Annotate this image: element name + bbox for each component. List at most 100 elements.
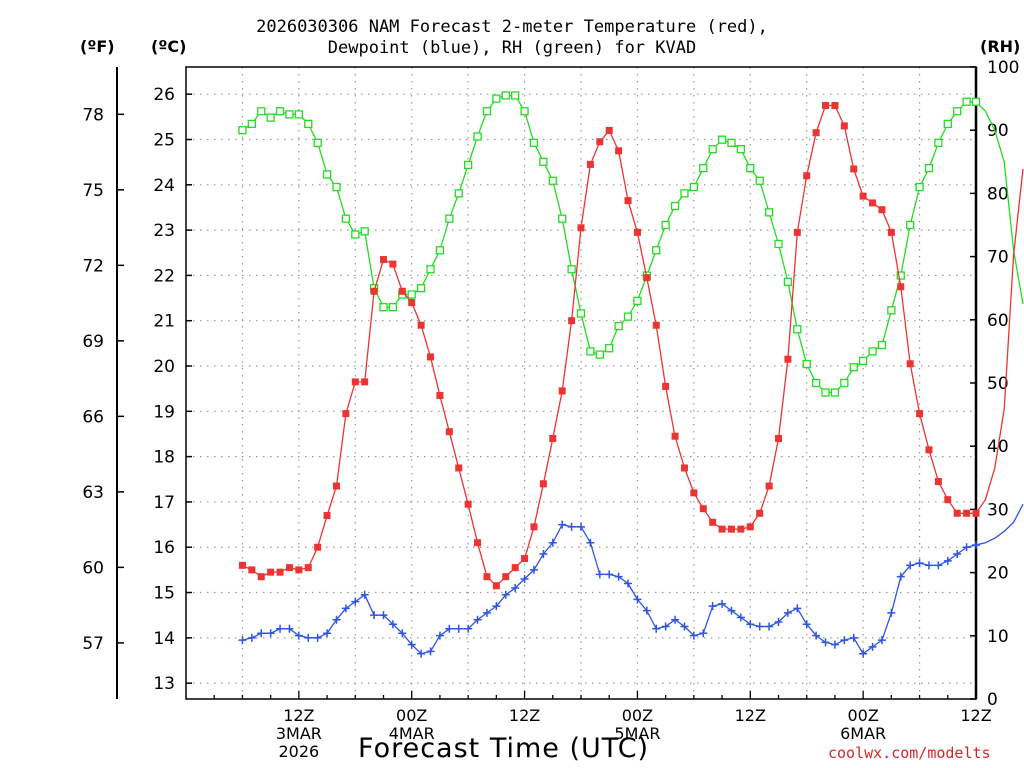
rh-point [426, 265, 435, 274]
rh-point [304, 119, 313, 129]
dewpoint-point [868, 642, 877, 651]
rh-point [858, 356, 868, 366]
rh-point [623, 312, 633, 321]
rh-point [896, 271, 905, 280]
x-tick-label: 6MAR [840, 724, 886, 743]
chart-title-line2: Dewpoint (blue), RH (green) for KVAD [327, 38, 697, 58]
rh-tick-label: 50 [987, 374, 1009, 394]
dewpoint-point [821, 638, 830, 647]
temperature-point [643, 274, 651, 282]
dewpoint-point [445, 624, 454, 633]
x-tick-label: 00Z [847, 706, 878, 725]
dewpoint-point [341, 604, 350, 613]
temperature-point [549, 434, 557, 442]
dewpoint-point [473, 615, 482, 624]
celsius-tick-label: 23 [153, 221, 175, 241]
rh-point [793, 325, 802, 334]
temperature-point [887, 228, 895, 236]
temperature-point [737, 525, 745, 533]
fahrenheit-tick-label: 69 [82, 332, 104, 352]
dewpoint-point [953, 550, 962, 559]
celsius-tick-label: 20 [153, 357, 175, 377]
temperature-point [361, 378, 369, 386]
rh-point [849, 363, 858, 372]
rh-point [341, 214, 351, 223]
dewpoint-point [680, 622, 689, 631]
series-dewpoint [238, 503, 1024, 658]
dewpoint-point [323, 629, 332, 638]
dewpoint-point [304, 633, 313, 642]
series-temperature [238, 102, 1024, 590]
dewpoint-point [859, 649, 868, 658]
rh-point [605, 344, 614, 353]
rh-point [953, 107, 962, 116]
dewpoint-point [877, 636, 886, 645]
rh-point [576, 309, 586, 318]
x-tick-label: 12Z [509, 706, 540, 725]
celsius-tick-label: 14 [153, 629, 175, 649]
dewpoint-point [247, 633, 256, 642]
rh-point [840, 378, 849, 388]
dewpoint-point [407, 640, 416, 649]
temperature-point [586, 160, 594, 168]
temperature-point [238, 561, 246, 569]
rh-point [717, 135, 727, 144]
celsius-tick-label: 22 [153, 266, 175, 286]
rh-point [830, 388, 840, 397]
temperature-point [605, 126, 613, 134]
temperature-point [342, 410, 350, 418]
rh-tick-label: 80 [987, 184, 1009, 204]
rh-tick-label: 60 [987, 311, 1009, 331]
rh-point [868, 347, 877, 356]
temperature-point [295, 566, 303, 574]
fahrenheit-tick-label: 60 [82, 558, 104, 578]
dewpoint-point [802, 620, 811, 629]
dewpoint-point [605, 570, 614, 579]
celsius-tick-label: 26 [153, 85, 175, 105]
rh-point [501, 91, 510, 100]
dewpoint-point [351, 597, 360, 606]
dewpoint-point [520, 574, 529, 583]
temperature-point [709, 518, 717, 526]
rh-point [548, 176, 557, 185]
temperature-point [972, 509, 980, 517]
temperature-point [878, 206, 886, 214]
dewpoint-point [313, 633, 322, 642]
temperature-point [596, 138, 604, 146]
dewpoint-point [257, 629, 266, 638]
celsius-tick-label: 18 [153, 448, 175, 468]
dewpoint-point [370, 611, 379, 620]
temperature-point [775, 434, 782, 442]
x-tick-label: 5MAR [614, 724, 660, 743]
temperature-point [718, 525, 726, 533]
x-tick-label: 12Z [283, 706, 314, 725]
temperature-point [812, 129, 820, 137]
temperature-point [351, 378, 359, 386]
temperature-point [897, 283, 905, 291]
rh-point [416, 284, 426, 293]
dewpoint-point [586, 538, 595, 547]
temperature-point [840, 122, 848, 130]
dewpoint-point [915, 559, 924, 568]
temperature-point [850, 165, 858, 173]
temperature-point [483, 573, 491, 581]
x-tick-label: 00Z [622, 706, 653, 725]
dewpoint-point [906, 561, 915, 570]
dewpoint-point [793, 604, 802, 613]
rh-point [520, 107, 529, 116]
dewpoint-point [426, 647, 435, 656]
temperature-point [427, 353, 435, 361]
celsius-axis-unit: (ºC) [151, 37, 187, 56]
dewpoint-point [718, 599, 727, 608]
temperature-point [577, 224, 585, 232]
rh-point [962, 97, 971, 106]
temperature-point [727, 525, 735, 533]
temperature-point [869, 199, 877, 207]
temperature-point [417, 321, 425, 329]
dewpoint-point [849, 633, 858, 642]
rh-point [407, 290, 416, 299]
temperature-point [925, 446, 933, 454]
rh-point [445, 214, 454, 223]
rh-tick-label: 30 [987, 500, 1009, 520]
